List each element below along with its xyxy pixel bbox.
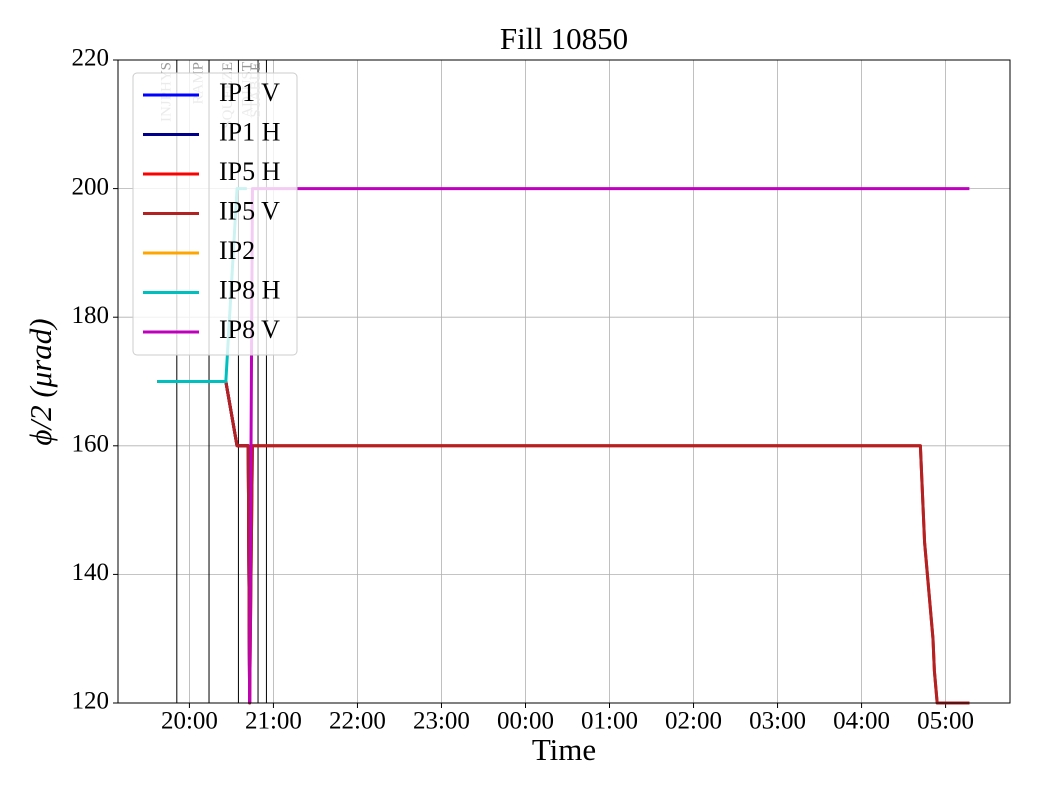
y-axis-label: ϕ/2 (μrad) [23,318,58,445]
y-tick-label: 140 [72,559,110,586]
x-axis-label: Time [532,732,596,767]
y-tick-label: 160 [72,431,110,458]
x-tick-label: 23:00 [413,708,470,735]
legend-box [132,72,298,356]
y-tick-label: 220 [72,45,110,72]
series-line [157,380,252,704]
chart-title: Fill 10850 [500,21,628,56]
legend-label: IP5 H [219,157,281,186]
x-tick-label: 03:00 [749,708,806,735]
x-tick-label: 21:00 [245,708,302,735]
legend-label: IP2 [219,236,255,265]
x-tick-label: 20:00 [161,708,218,735]
series-line [157,380,970,705]
legend-label: IP8 H [219,275,281,304]
plot-frame [117,59,1011,704]
x-tick-label: 00:00 [497,708,554,735]
legend-label: IP1 V [219,78,280,107]
legend-label: IP1 H [219,117,281,146]
y-tick-label: 200 [72,173,110,200]
x-tick-label: 04:00 [833,708,890,735]
x-tick-label: 02:00 [665,708,722,735]
legend-label: IP5 V [219,196,280,225]
y-tick-label: 120 [72,688,110,715]
x-tick-label: 05:00 [917,708,974,735]
y-tick-label: 180 [72,302,110,329]
series-line [157,380,970,705]
x-tick-label: 01:00 [581,708,638,735]
legend: IP1 V IP1 H IP5 H IP5 V IP2 IP8 H IP8 V [132,72,298,356]
legend-label: IP8 V [219,315,280,344]
series-line [157,380,252,704]
x-tick-label: 22:00 [329,708,386,735]
